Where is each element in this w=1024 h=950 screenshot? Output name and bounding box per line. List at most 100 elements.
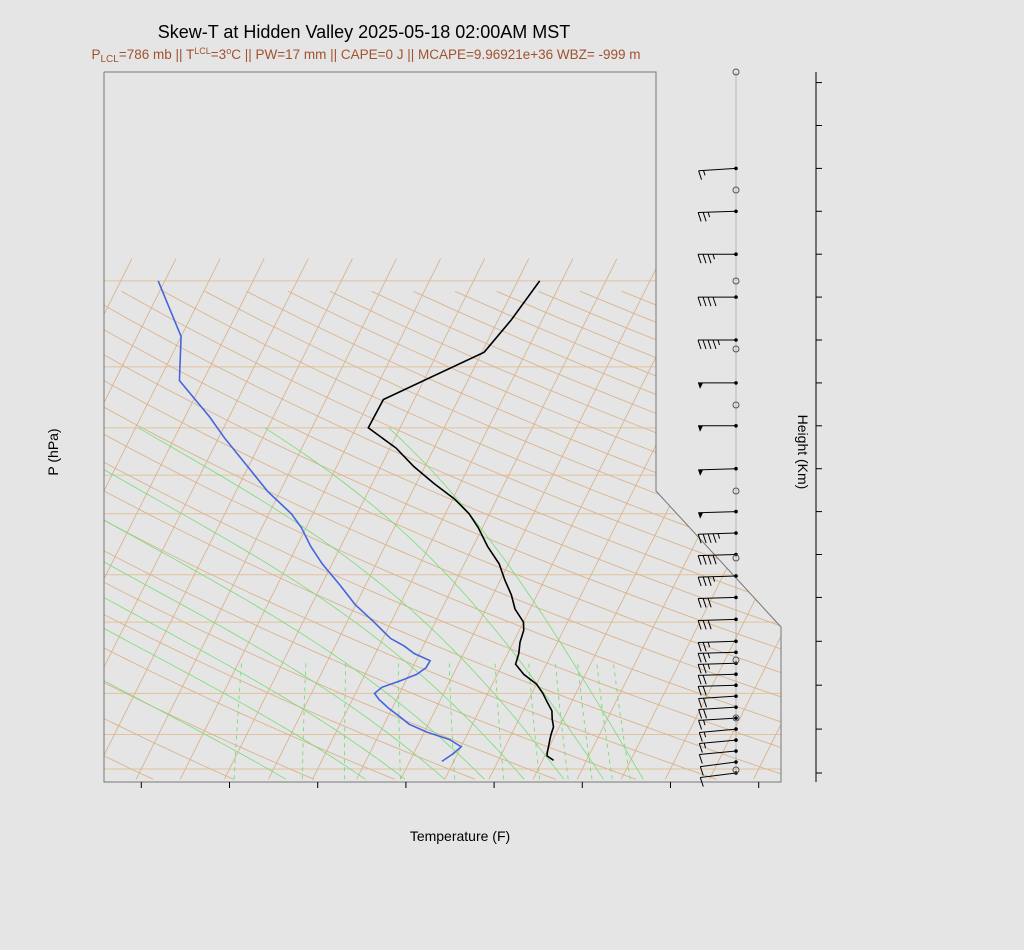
barb-full [712,555,717,565]
sounding-profiles [157,280,555,763]
barb-full [707,533,712,544]
barb-half [703,170,706,176]
barb-staff [699,750,737,755]
dry-adiabat-line [104,290,637,780]
barb-full [697,212,702,222]
mixing-ratio-line [233,660,243,780]
barb-full [697,534,702,544]
wind-barb [698,727,738,742]
moist-adiabat-line [264,427,604,780]
barb-pennant [698,512,704,519]
barb-full [707,555,712,565]
mixing-ratio-line [612,660,631,780]
dry-adiabat-line [104,290,781,780]
moist-adiabat-line [104,427,406,780]
barb-full [702,212,707,222]
barb-full [698,720,703,730]
wind-barb [697,209,738,222]
wind-barb [699,760,738,776]
barb-full [702,686,707,696]
chart-subtitle: PLCL=786 mb || TLCL=3oC || PW=17 mm || C… [91,46,640,65]
mixing-ratio-line [301,660,307,780]
barb-staff [698,511,737,514]
level-marker-circle [732,277,740,285]
wind-barb [697,683,738,696]
barb-half [703,731,707,738]
isotherm-line [664,258,781,780]
barb-full [707,254,712,264]
barb-full [698,709,703,719]
wind-barb [697,639,738,652]
barb-full [697,620,702,630]
wind-barb [698,738,738,753]
barb-half [703,742,707,749]
dry-adiabat-line [104,290,476,780]
mixing-ratio-line [494,660,505,780]
isotherm-line [104,258,309,780]
barb-full [702,642,707,652]
isotherm-line [135,258,397,780]
barb-full [697,555,702,565]
barb-full [702,675,707,685]
dry-adiabat-line [162,290,781,780]
level-marker-circle [732,186,740,194]
barb-half [703,719,706,726]
calm-circle [732,68,740,76]
barb-full [699,777,704,787]
wind-barb [698,694,738,708]
barb-staff [698,640,737,643]
barb-pennant [698,382,703,389]
mixing-ratio-line [448,660,456,780]
level-marker-circle [732,554,740,562]
barb-pennant [698,425,703,432]
barb-half [707,663,711,670]
barb-full [702,576,707,587]
dry-adiabat-line [121,290,781,780]
barb-full [702,664,707,674]
dewpoint-profile-line [157,280,463,763]
barb-pennant [698,469,704,476]
barb-half [707,212,711,218]
barb-full [698,754,703,764]
dry-adiabat-line [104,290,781,780]
barb-full [703,708,707,719]
barb-staff [700,761,737,768]
level-marker-circle [732,345,740,353]
wind-barb [698,749,738,764]
barb-staff [698,167,737,172]
barb-full [697,598,702,608]
barb-full [702,555,707,565]
isotherm-line [708,258,781,780]
barb-full [707,598,712,608]
isotherm-line [400,258,662,780]
barb-staff [698,695,737,699]
barb-half [707,642,711,648]
wind-barb [698,705,738,719]
barb-full [702,533,707,544]
temperature-profile-line [367,280,555,761]
mixing-ratio-line [528,660,541,780]
dry-adiabat-line [104,290,781,780]
height-axis-label: Height (Km) [795,415,811,490]
dry-adiabat-line [104,290,315,780]
dry-adiabat-line [104,290,556,780]
wind-barb [697,295,738,307]
axes [140,72,822,788]
barb-staff [698,468,737,471]
moist-adiabat-line [104,427,446,780]
dry-adiabat-line [104,290,781,780]
barb-staff [698,684,737,687]
barb-full [712,296,717,307]
wind-barb [698,466,738,476]
wind-barb [698,509,738,519]
barb-full [697,642,702,652]
isotherm-line [356,258,618,780]
mixing-ratio-line [554,660,569,780]
barb-staff [698,596,737,600]
moist-adiabat-line [104,427,525,780]
isotherm-line [312,258,574,780]
barb-staff [698,673,737,676]
mixing-ratio-lines [104,427,644,780]
wind-barbs [697,68,740,787]
